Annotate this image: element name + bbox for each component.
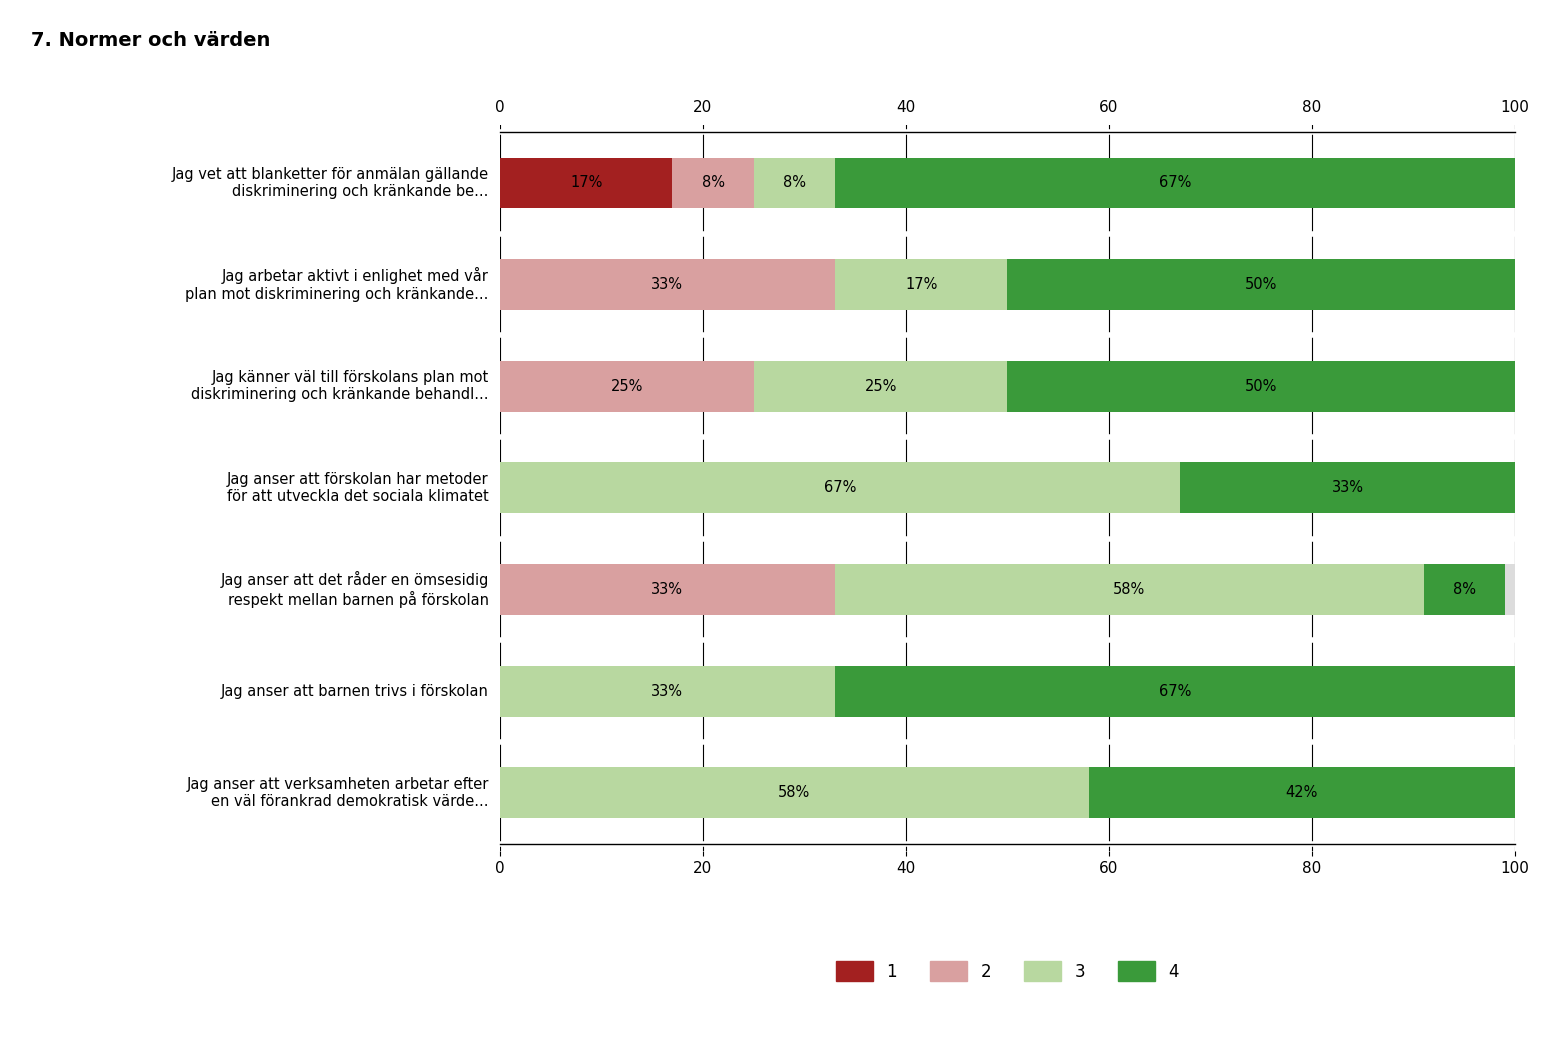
- Bar: [753, 158, 834, 209]
- Bar: [834, 158, 1515, 209]
- Text: 67%: 67%: [1159, 175, 1192, 191]
- Text: 8%: 8%: [783, 175, 806, 191]
- Text: 33%: 33%: [1332, 481, 1364, 495]
- Text: 58%: 58%: [778, 785, 811, 800]
- Bar: [834, 665, 1515, 716]
- Bar: [500, 260, 1515, 310]
- Text: 17%: 17%: [570, 175, 603, 191]
- Bar: [500, 361, 1515, 412]
- Text: 42%: 42%: [1286, 785, 1318, 800]
- Text: 50%: 50%: [1245, 379, 1278, 393]
- Bar: [500, 665, 834, 716]
- Text: 33%: 33%: [651, 684, 683, 699]
- Bar: [500, 361, 753, 412]
- Bar: [500, 564, 834, 614]
- Bar: [672, 158, 753, 209]
- Bar: [1089, 767, 1515, 818]
- Text: 8%: 8%: [1453, 582, 1476, 597]
- Bar: [1007, 260, 1515, 310]
- Text: 17%: 17%: [904, 277, 937, 292]
- Text: 33%: 33%: [651, 277, 683, 292]
- Bar: [500, 564, 1515, 614]
- Bar: [500, 158, 672, 209]
- Bar: [1423, 564, 1504, 614]
- Text: 50%: 50%: [1245, 277, 1278, 292]
- Text: 58%: 58%: [1114, 582, 1145, 597]
- Text: 67%: 67%: [1159, 684, 1192, 699]
- Bar: [500, 463, 1515, 513]
- Bar: [753, 361, 1007, 412]
- Text: 25%: 25%: [864, 379, 897, 393]
- Text: 7. Normer och värden: 7. Normer och värden: [31, 31, 270, 50]
- Text: 8%: 8%: [701, 175, 725, 191]
- Text: 25%: 25%: [611, 379, 644, 393]
- Bar: [500, 463, 1181, 513]
- Legend: 1, 2, 3, 4: 1, 2, 3, 4: [829, 955, 1186, 988]
- Text: 67%: 67%: [823, 481, 856, 495]
- Bar: [500, 767, 1089, 818]
- Bar: [500, 260, 834, 310]
- Bar: [834, 564, 1423, 614]
- Bar: [1007, 361, 1515, 412]
- Bar: [500, 158, 1515, 209]
- Bar: [1181, 463, 1515, 513]
- Text: 33%: 33%: [651, 582, 683, 597]
- Bar: [500, 665, 1515, 716]
- Bar: [500, 767, 1515, 818]
- Bar: [834, 260, 1007, 310]
